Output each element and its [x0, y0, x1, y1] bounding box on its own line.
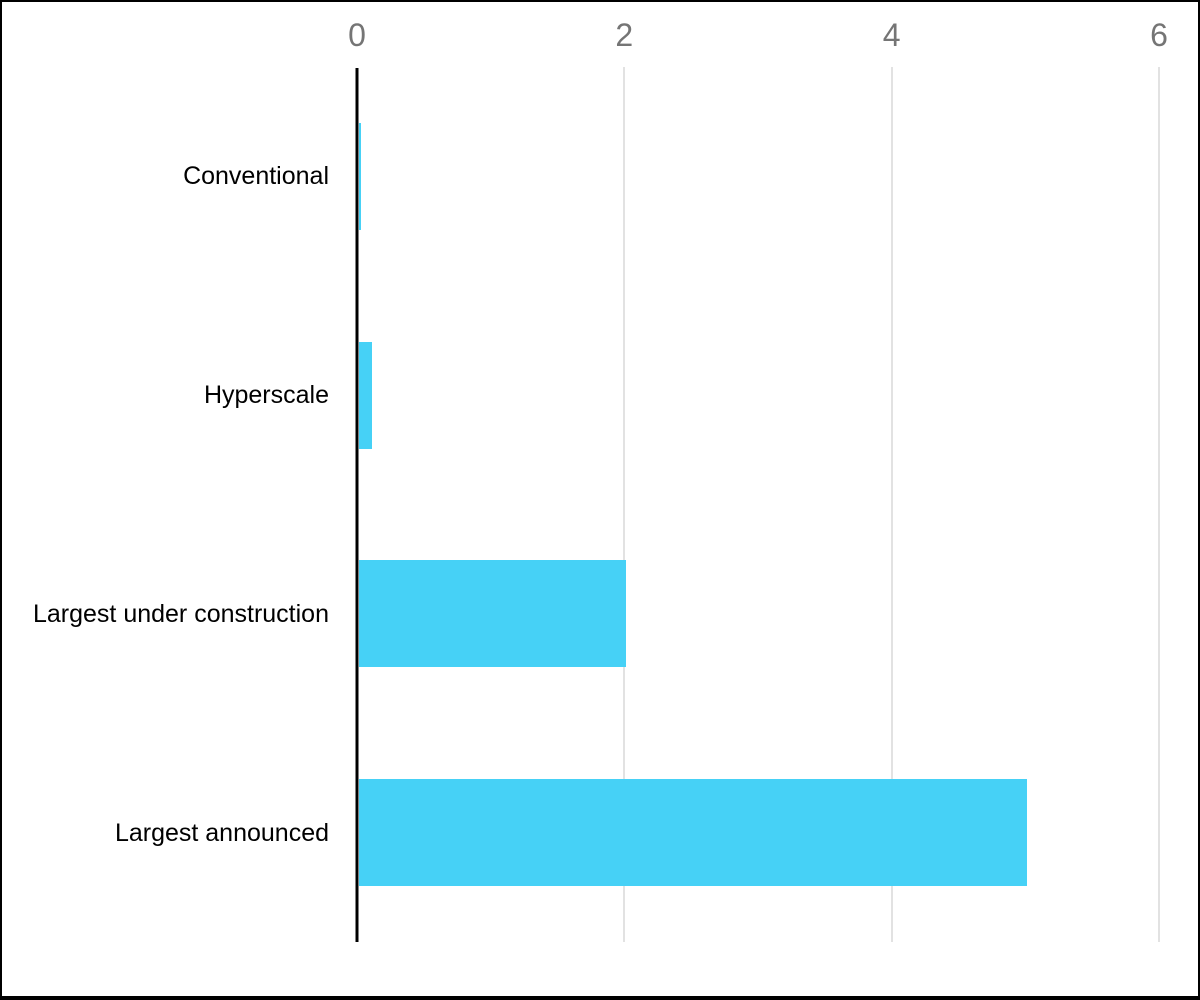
gridline-2 [623, 67, 626, 942]
x-tick-label-4: 4 [882, 17, 901, 53]
x-tick-label-2: 2 [615, 17, 634, 53]
category-label-largest-under-construction: Largest under construction [32, 599, 329, 628]
bar-largest-under-construction[interactable] [358, 560, 626, 668]
bar-largest-announced[interactable] [358, 779, 1027, 887]
gridline-6 [1158, 67, 1160, 942]
category-label-conventional: Conventional [183, 162, 329, 191]
bar-conventional[interactable] [358, 122, 362, 230]
x-tick-label-6: 6 [1150, 17, 1168, 53]
gridline-4 [890, 67, 893, 942]
category-label-largest-announced: Largest announced [114, 818, 329, 847]
x-tick-label-0: 0 [348, 17, 366, 53]
y-axis-line [355, 68, 359, 942]
category-label-hyperscale: Hyperscale [203, 381, 329, 410]
bar-hyperscale[interactable] [358, 341, 372, 449]
